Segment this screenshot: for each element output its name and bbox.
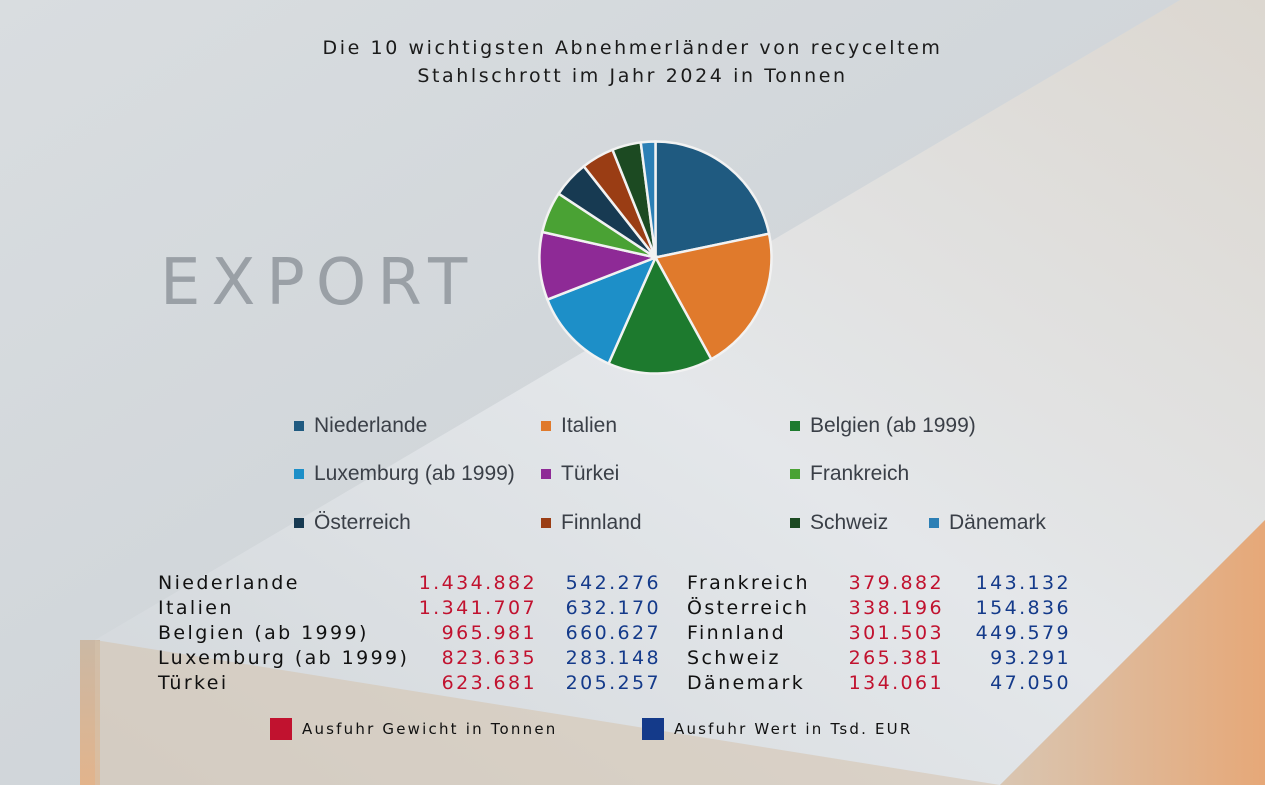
table-eur-value: 93.291 — [990, 647, 1071, 669]
legend-item: Belgien (ab 1999) — [790, 414, 976, 438]
table-country: Belgien (ab 1999) — [158, 622, 369, 644]
legend-swatch — [541, 421, 551, 431]
table-eur-value: 283.148 — [565, 647, 661, 669]
legend-item: Italien — [541, 414, 617, 438]
legend-swatch — [541, 518, 551, 528]
key-value: Ausfuhr Wert in Tsd. EUR — [642, 718, 912, 740]
legend-label: Finnland — [561, 511, 642, 534]
legend-swatch — [294, 469, 304, 479]
table-weight-value: 301.503 — [848, 622, 944, 644]
legend-label: Italien — [561, 414, 618, 437]
legend-item: Frankreich — [790, 462, 909, 486]
pie-slice-belgien-ab-1999 — [606, 254, 713, 375]
legend-label: Frankreich — [810, 462, 910, 485]
table-weight-value: 823.635 — [441, 647, 537, 669]
table-weight-value: 265.381 — [848, 647, 944, 669]
key-value-label: Ausfuhr Wert in Tsd. EUR — [674, 720, 913, 738]
key-weight-label: Ausfuhr Gewicht in Tonnen — [302, 720, 558, 738]
legend-item: Türkei — [541, 462, 619, 486]
legend-item: Niederlande — [294, 414, 427, 438]
table-country: Österreich — [687, 597, 810, 619]
table-weight-value: 1.434.882 — [418, 572, 537, 594]
pie-chart — [538, 140, 773, 375]
table-eur-value: 542.276 — [565, 572, 661, 594]
table-weight-value: 623.681 — [441, 672, 537, 694]
legend-item: Finnland — [541, 511, 642, 535]
legend-item: Luxemburg (ab 1999) — [294, 462, 515, 486]
legend-swatch — [790, 518, 800, 528]
table-weight-value: 965.981 — [441, 622, 537, 644]
legend-swatch — [790, 469, 800, 479]
legend-swatch — [929, 518, 939, 528]
legend-item: Dänemark — [929, 511, 1046, 535]
legend-label: Schweiz — [810, 511, 889, 534]
chart-title-line-1: Die 10 wichtigsten Abnehmerländer von re… — [322, 37, 943, 59]
chart-title-line-2: Stahlschrott im Jahr 2024 in Tonnen — [417, 65, 848, 87]
legend-label: Türkei — [561, 462, 620, 485]
legend-label: Luxemburg (ab 1999) — [314, 462, 515, 485]
table-eur-value: 660.627 — [565, 622, 661, 644]
legend-label: Österreich — [314, 511, 411, 534]
legend-swatch — [294, 518, 304, 528]
table-weight-value: 1.341.707 — [418, 597, 537, 619]
legend-swatch — [294, 421, 304, 431]
key-weight: Ausfuhr Gewicht in Tonnen — [270, 718, 558, 740]
legend-label: Dänemark — [949, 511, 1046, 534]
pie-slice-niederlande — [654, 140, 771, 260]
table-weight-value: 134.061 — [848, 672, 944, 694]
table-country: Schweiz — [687, 647, 781, 669]
pie-slice-dänemark — [639, 140, 657, 258]
legend-label: Niederlande — [314, 414, 428, 437]
pie-slice-luxemburg-ab-1999 — [545, 255, 658, 366]
chart-title: Die 10 wichtigsten Abnehmerländer von re… — [0, 34, 1265, 90]
export-watermark: EXPORT — [160, 246, 479, 320]
key-value-swatch — [642, 718, 664, 740]
table-eur-value: 154.836 — [975, 597, 1071, 619]
table-weight-value: 379.882 — [848, 572, 944, 594]
table-eur-value: 143.132 — [975, 572, 1071, 594]
legend-item: Österreich — [294, 511, 411, 535]
pie-slice-italien — [653, 232, 773, 361]
table-country: Türkei — [158, 672, 229, 694]
legend-label: Belgien (ab 1999) — [810, 414, 976, 437]
legend-swatch — [790, 421, 800, 431]
table-country: Dänemark — [687, 672, 806, 694]
table-country: Frankreich — [687, 572, 810, 594]
table-country: Italien — [158, 597, 234, 619]
table-eur-value: 632.170 — [565, 597, 661, 619]
table-country: Finnland — [687, 622, 787, 644]
table-eur-value: 47.050 — [990, 672, 1071, 694]
table-eur-value: 449.579 — [975, 622, 1071, 644]
table-country: Luxemburg (ab 1999) — [158, 647, 410, 669]
table-weight-value: 338.196 — [848, 597, 944, 619]
table-eur-value: 205.257 — [565, 672, 661, 694]
legend-item: Schweiz — [790, 511, 888, 535]
key-weight-swatch — [270, 718, 292, 740]
table-country: Niederlande — [158, 572, 300, 594]
legend-swatch — [541, 469, 551, 479]
